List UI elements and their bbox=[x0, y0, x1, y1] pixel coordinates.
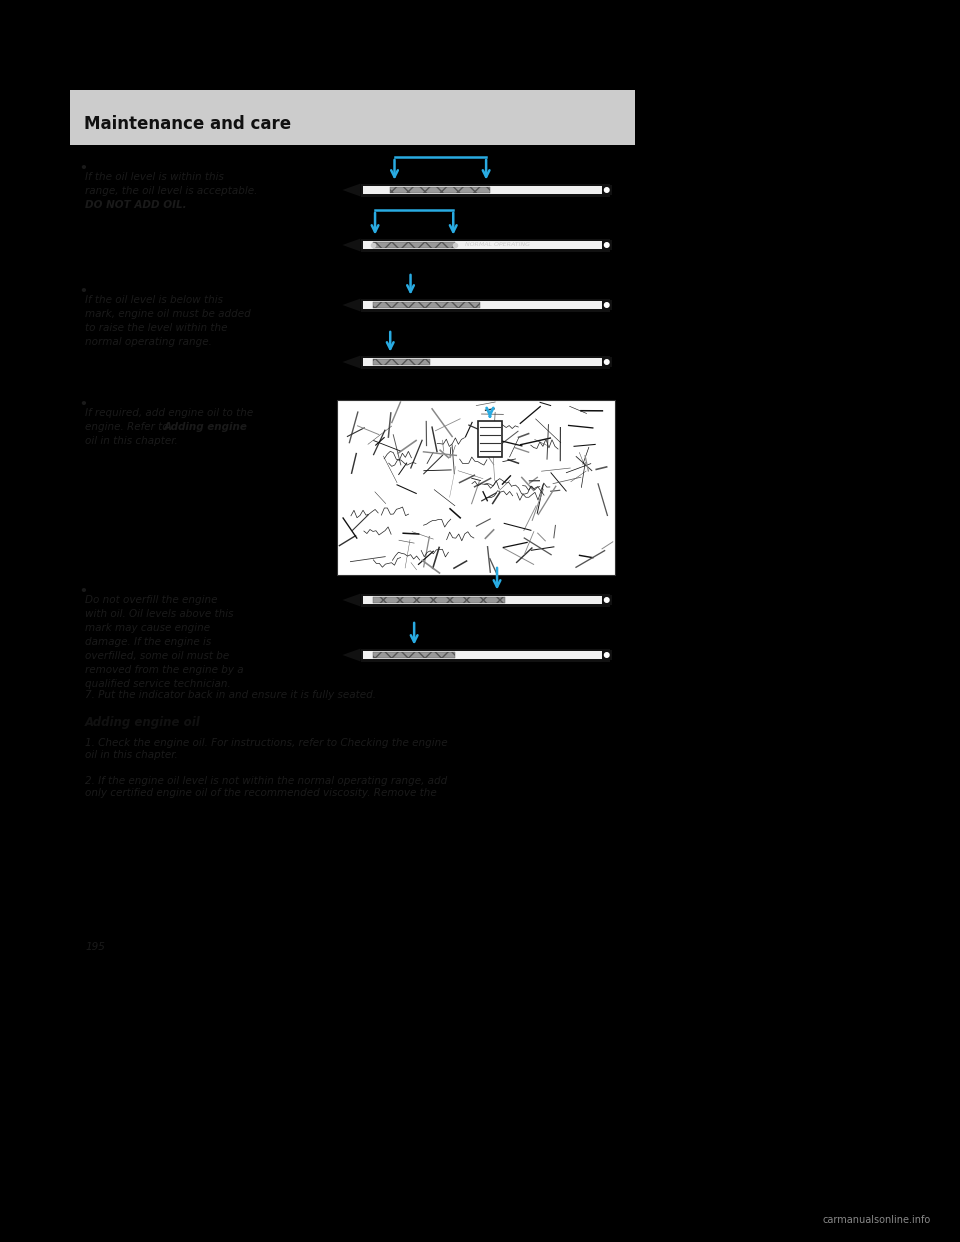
Text: 195: 195 bbox=[85, 941, 105, 953]
FancyBboxPatch shape bbox=[337, 400, 614, 575]
Circle shape bbox=[605, 188, 609, 193]
Circle shape bbox=[605, 653, 609, 657]
FancyBboxPatch shape bbox=[361, 355, 610, 369]
Polygon shape bbox=[343, 355, 361, 369]
FancyBboxPatch shape bbox=[602, 651, 612, 660]
Text: oil in this chapter.: oil in this chapter. bbox=[85, 436, 178, 446]
FancyBboxPatch shape bbox=[373, 302, 480, 308]
FancyBboxPatch shape bbox=[361, 298, 610, 312]
FancyBboxPatch shape bbox=[361, 648, 610, 662]
FancyBboxPatch shape bbox=[363, 241, 608, 248]
Circle shape bbox=[605, 242, 609, 247]
Text: If the oil level is below this: If the oil level is below this bbox=[85, 296, 223, 306]
Text: Maintenance and care: Maintenance and care bbox=[84, 116, 291, 133]
Text: If required, add engine oil to the: If required, add engine oil to the bbox=[85, 409, 253, 419]
Text: If the oil level is within this: If the oil level is within this bbox=[85, 171, 224, 183]
FancyBboxPatch shape bbox=[373, 242, 455, 247]
FancyBboxPatch shape bbox=[602, 301, 612, 309]
Polygon shape bbox=[343, 298, 361, 312]
FancyBboxPatch shape bbox=[361, 238, 610, 251]
Circle shape bbox=[605, 597, 609, 602]
Text: Adding engine: Adding engine bbox=[164, 422, 248, 432]
FancyBboxPatch shape bbox=[391, 188, 491, 193]
Text: •: • bbox=[79, 585, 87, 597]
Text: 7. Put the indicator back in and ensure it is fully seated.: 7. Put the indicator back in and ensure … bbox=[85, 691, 376, 700]
Text: Adding engine oil: Adding engine oil bbox=[85, 715, 201, 729]
FancyBboxPatch shape bbox=[602, 358, 612, 366]
Text: 1. Check the engine oil. For instructions, refer to Checking the engine
oil in t: 1. Check the engine oil. For instruction… bbox=[85, 738, 447, 760]
Text: •: • bbox=[79, 284, 87, 298]
Polygon shape bbox=[343, 184, 361, 196]
FancyBboxPatch shape bbox=[363, 359, 608, 365]
Text: •: • bbox=[79, 161, 87, 175]
Text: damage. If the engine is: damage. If the engine is bbox=[85, 637, 211, 647]
FancyBboxPatch shape bbox=[70, 89, 635, 145]
FancyBboxPatch shape bbox=[602, 241, 612, 250]
FancyBboxPatch shape bbox=[363, 302, 608, 308]
Text: overfilled, some oil must be: overfilled, some oil must be bbox=[85, 651, 229, 661]
Text: •: • bbox=[79, 397, 87, 411]
Circle shape bbox=[605, 303, 609, 307]
Text: range, the oil level is acceptable.: range, the oil level is acceptable. bbox=[85, 186, 257, 196]
Text: mark, engine oil must be added: mark, engine oil must be added bbox=[85, 309, 251, 319]
Text: qualified service technician.: qualified service technician. bbox=[85, 679, 231, 689]
FancyBboxPatch shape bbox=[373, 652, 455, 657]
FancyBboxPatch shape bbox=[363, 186, 608, 194]
Text: removed from the engine by a: removed from the engine by a bbox=[85, 664, 244, 674]
Polygon shape bbox=[343, 648, 361, 662]
Polygon shape bbox=[343, 594, 361, 606]
FancyBboxPatch shape bbox=[363, 651, 608, 658]
Text: Do not overfill the engine: Do not overfill the engine bbox=[85, 595, 218, 605]
Text: 2. If the engine oil level is not within the normal operating range, add
only ce: 2. If the engine oil level is not within… bbox=[85, 776, 447, 797]
Text: NORMAL OPERATING: NORMAL OPERATING bbox=[466, 242, 530, 247]
FancyBboxPatch shape bbox=[373, 597, 505, 602]
Text: DO NOT ADD OIL.: DO NOT ADD OIL. bbox=[85, 200, 187, 210]
Circle shape bbox=[605, 360, 609, 364]
Text: with oil. Oil levels above this: with oil. Oil levels above this bbox=[85, 609, 233, 619]
Polygon shape bbox=[343, 238, 361, 251]
FancyBboxPatch shape bbox=[361, 184, 610, 196]
FancyBboxPatch shape bbox=[602, 185, 612, 195]
FancyBboxPatch shape bbox=[478, 421, 502, 457]
Text: normal operating range.: normal operating range. bbox=[85, 337, 212, 347]
Text: engine. Refer to: engine. Refer to bbox=[85, 422, 172, 432]
Text: to raise the level within the: to raise the level within the bbox=[85, 323, 228, 333]
FancyBboxPatch shape bbox=[361, 594, 610, 606]
FancyBboxPatch shape bbox=[602, 595, 612, 605]
FancyBboxPatch shape bbox=[373, 359, 430, 365]
Text: carmanualsonline.info: carmanualsonline.info bbox=[823, 1216, 931, 1226]
Text: mark may cause engine: mark may cause engine bbox=[85, 623, 210, 633]
FancyBboxPatch shape bbox=[363, 596, 608, 604]
